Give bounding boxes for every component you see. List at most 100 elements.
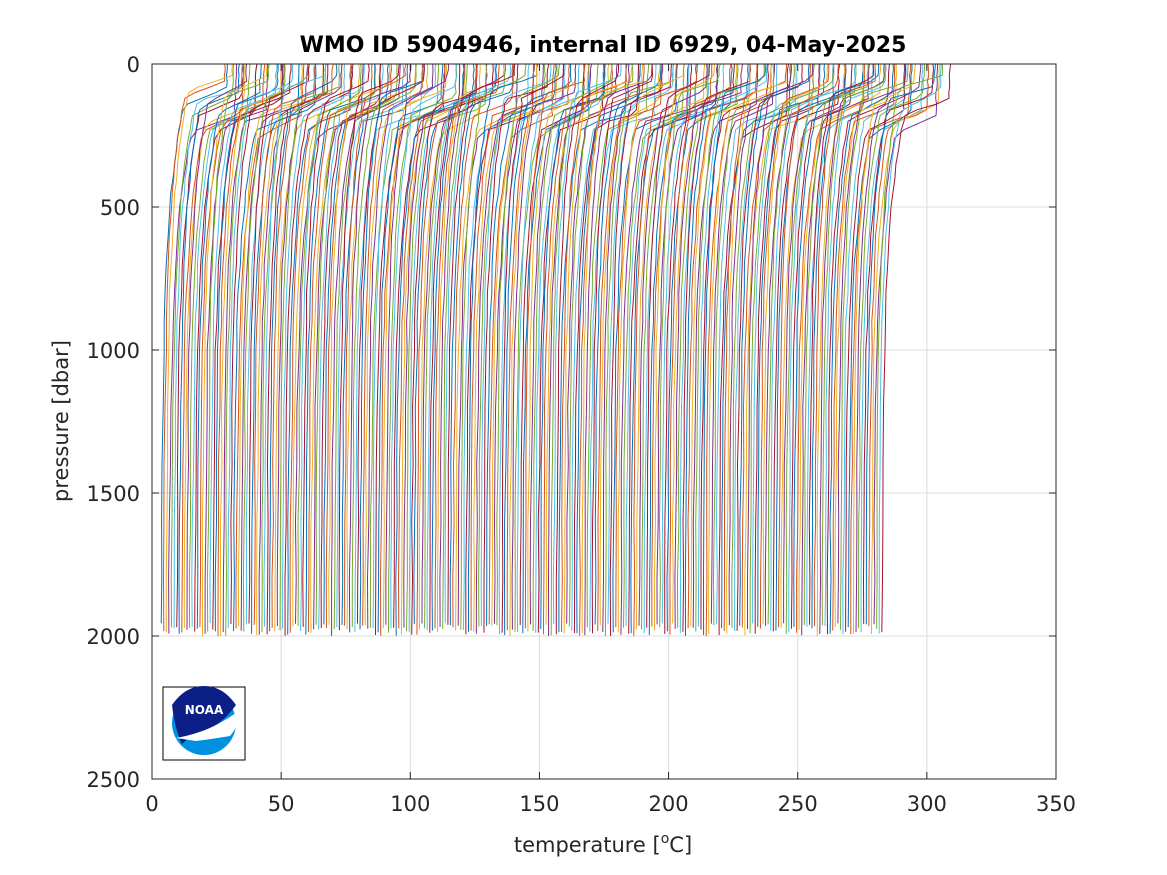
- x-tick-label: 50: [268, 792, 295, 816]
- profile-line: [643, 64, 710, 634]
- profile-line: [206, 64, 270, 632]
- profile-line: [397, 64, 466, 629]
- profile-line: [865, 64, 936, 625]
- profile-line: [434, 64, 500, 629]
- profile-line: [475, 64, 544, 634]
- profile-line: [258, 64, 325, 635]
- profile-line: [390, 64, 458, 629]
- profile-line: [862, 64, 935, 625]
- profile-line: [186, 64, 248, 630]
- profile-line: [382, 64, 448, 629]
- logo-text: NOAA: [185, 703, 224, 717]
- profile-line: [225, 64, 286, 636]
- profile-line: [366, 64, 434, 629]
- profile-line: [736, 64, 803, 631]
- profile-line: [712, 64, 775, 626]
- profile-line: [220, 64, 282, 636]
- profile-line: [263, 64, 327, 627]
- profile-line: [638, 64, 708, 626]
- profile-line: [266, 64, 329, 635]
- profile-line: [829, 64, 894, 634]
- profile-line: [473, 64, 538, 632]
- profile-line: [705, 64, 773, 637]
- profile-line: [426, 64, 497, 631]
- profile-line: [199, 64, 266, 628]
- profile-line: [759, 64, 830, 629]
- profile-line: [535, 64, 604, 633]
- profile-line: [362, 64, 424, 626]
- profile-line: [372, 64, 437, 629]
- logo-upper-wave: [172, 686, 236, 744]
- x-axis-label-prefix: temperature [: [514, 833, 661, 857]
- profile-line: [418, 64, 481, 630]
- profile-line: [227, 64, 294, 628]
- profile-line: [607, 64, 674, 624]
- profile-line: [393, 64, 461, 628]
- profile-line: [617, 64, 685, 633]
- profile-line: [333, 64, 398, 630]
- x-axis-label-superscript: o: [661, 831, 670, 847]
- profile-line: [684, 64, 749, 636]
- axis-ticks: 0 50 100 150 200 250 300 350 0 500 1000 1500 2000 250…: [87, 53, 1077, 816]
- profile-line: [816, 64, 882, 636]
- profile-line: [752, 64, 821, 624]
- x-axis-label: temperature [oC]: [514, 831, 692, 857]
- profile-line: [204, 64, 269, 634]
- profile-line: [165, 64, 234, 633]
- profile-line: [674, 64, 743, 629]
- profile-line: [242, 64, 309, 632]
- profile-line: [576, 64, 641, 634]
- profile-line: [196, 64, 262, 629]
- profile-line: [741, 64, 811, 628]
- profile-line: [837, 64, 906, 624]
- profile-line: [871, 64, 941, 635]
- profile-line: [708, 64, 772, 635]
- profile-line: [881, 64, 952, 633]
- profile-line: [341, 64, 409, 625]
- profile-line: [561, 64, 627, 632]
- profile-line: [623, 64, 685, 628]
- profile-line: [690, 64, 751, 627]
- profile-line: [532, 64, 599, 632]
- profile-line: [460, 64, 527, 630]
- profile-line: [233, 64, 300, 631]
- profile-series-group: [160, 64, 952, 637]
- profile-line: [770, 64, 835, 631]
- profile-line: [406, 64, 468, 632]
- profile-line: [470, 64, 535, 631]
- profile-line: [297, 64, 362, 626]
- profile-line: [658, 64, 721, 627]
- profile-line: [702, 64, 766, 636]
- profile-line: [542, 64, 613, 635]
- x-tick-label: 250: [778, 792, 818, 816]
- x-tick-label: 150: [519, 792, 559, 816]
- profile-line: [609, 64, 672, 637]
- profile-line: [506, 64, 570, 631]
- profile-line: [320, 64, 382, 629]
- profile-line: [442, 64, 506, 629]
- profile-line: [529, 64, 592, 625]
- profile-line: [245, 64, 315, 625]
- profile-line: [282, 64, 346, 629]
- profile-line: [852, 64, 916, 634]
- y-tick-label: 2000: [87, 625, 140, 649]
- profile-line: [573, 64, 640, 634]
- profile-line: [604, 64, 675, 637]
- profile-line: [840, 64, 909, 631]
- profile-line: [788, 64, 856, 633]
- profile-line: [514, 64, 585, 632]
- profile-line: [429, 64, 494, 633]
- profile-line: [651, 64, 713, 627]
- profile-line: [566, 64, 630, 624]
- profile-line: [739, 64, 810, 626]
- profile-line: [240, 64, 309, 631]
- profile-line: [798, 64, 865, 630]
- profile-line: [552, 64, 622, 625]
- profile-line: [188, 64, 251, 628]
- profile-line: [467, 64, 539, 632]
- profile-line: [832, 64, 896, 631]
- profile-line: [563, 64, 633, 634]
- y-tick-label: 2500: [87, 768, 140, 792]
- profile-line: [323, 64, 389, 625]
- profile-line: [555, 64, 620, 635]
